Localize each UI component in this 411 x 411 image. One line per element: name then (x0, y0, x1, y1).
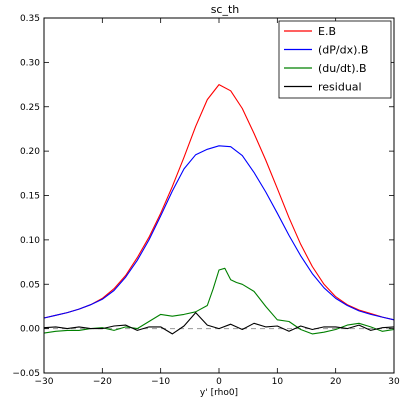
x-tick-label: −30 (35, 377, 54, 387)
y-tick-label: 0.00 (20, 325, 40, 335)
x-tick-label: 10 (272, 377, 284, 387)
legend: E.B (dP/dx).B (du/dt).B residual (278, 20, 392, 99)
x-tick-label: 0 (216, 377, 222, 387)
legend-label-2: (du/dt).B (318, 62, 367, 75)
y-tick-label: 0.25 (20, 103, 40, 113)
legend-label-0: E.B (318, 25, 336, 38)
y-tick-label: −0.05 (12, 369, 40, 379)
series-line-0 (43, 84, 395, 321)
series-line-3 (43, 312, 395, 335)
y-tick-label: 0.05 (20, 280, 40, 290)
y-tick-label: 0.20 (20, 147, 40, 157)
legend-label-3: residual (318, 81, 362, 94)
y-tick-label: 0.30 (20, 58, 40, 68)
series-line-1 (43, 145, 395, 321)
y-tick-label: 0.35 (20, 14, 40, 24)
legend-label-1: (dP/dx).B (318, 44, 368, 57)
series-line-2 (43, 267, 395, 335)
chart-title: sc_th (211, 3, 240, 16)
x-tick-label: −10 (151, 377, 170, 387)
x-tick-label: 20 (330, 377, 342, 387)
plot-area (43, 84, 395, 335)
y-tick-label: 0.15 (20, 192, 40, 202)
y-tick-label: 0.10 (20, 236, 40, 246)
legend-box (278, 20, 392, 99)
x-tick-label: 30 (388, 377, 400, 387)
x-tick-label: −20 (93, 377, 112, 387)
x-axis-label: y' [rho0] (200, 388, 238, 398)
